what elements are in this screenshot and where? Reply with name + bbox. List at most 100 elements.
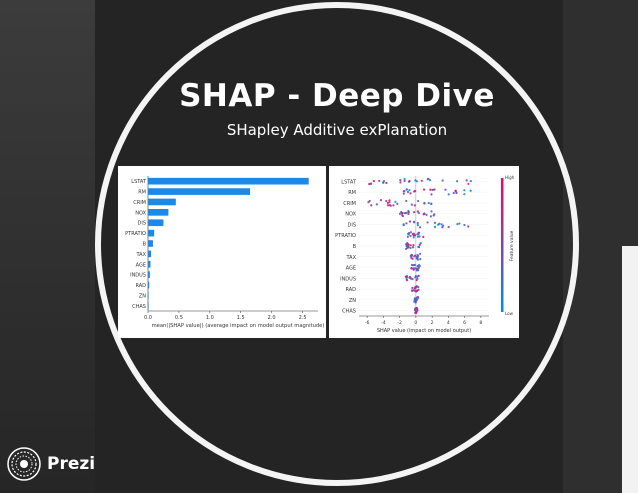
y-tick-label: RAD [135,283,146,289]
shap-point [442,225,444,227]
shap-point [403,224,405,226]
shap-point [414,190,416,192]
shap-point [405,222,407,224]
shap-point [406,188,408,190]
shap-point [414,179,416,181]
x-tick-label: 6 [463,320,466,326]
shap-point [417,236,419,238]
slide-title: SHAP - Deep Dive [95,78,579,114]
next-slide-preview[interactable] [622,246,638,493]
shap-point [382,182,384,184]
shap-point [411,258,413,260]
shap-point [448,226,450,228]
shap-point [430,215,432,217]
x-tick-label: 0.0 [144,315,152,321]
y-tick-label: TAX [135,252,146,258]
shap-point [416,269,418,271]
y-tick-label: ZN [139,293,146,299]
shap-point [430,193,432,195]
shap-point [408,211,410,213]
x-tick-label: 0 [414,320,417,326]
shap-point [416,278,418,280]
shap-point [408,233,410,235]
shap-point [414,286,416,288]
shap-point [409,192,411,194]
shap-point [416,256,418,258]
slide-subtitle: SHapley Additive exPlanation [95,121,579,139]
shap-summary-chart: LSTAT RM CRIM NOX DIS PTRATIO B TAX AGE INDUS RAD Z… [329,166,519,338]
x-tick-label: 0.5 [175,315,183,321]
y-tick-label: AGE [136,262,146,268]
shap-point [407,191,409,193]
shap-point [406,245,408,247]
x-tick-label: 2.5 [299,315,307,321]
x-tick-label: -4 [381,320,386,326]
prezi-branding[interactable]: Prezi [6,446,95,482]
shap-point [413,236,415,238]
bar-indus [148,271,150,278]
shap-point [405,200,407,202]
shap-point [370,204,372,206]
colorbar [501,178,504,312]
x-tick-label: 1.5 [237,315,245,321]
shap-point [426,221,428,223]
bar-tax [148,251,151,258]
y-tick-label: RM [348,190,356,196]
y-tick-label: NOX [135,210,146,216]
bar-lstat [148,178,309,185]
shap-point [417,200,419,202]
prezi-wordmark: Prezi [47,454,95,474]
x-axis-title: SHAP value (impact on model output) [377,328,471,334]
shap-point [401,212,403,214]
shap-point [417,289,419,291]
shap-point [423,213,425,215]
shap-point [378,180,380,182]
shap-point [413,221,415,223]
shap-point [385,182,387,184]
shap-point [410,244,412,246]
shap-point [380,199,382,201]
shap-point [413,234,415,236]
shap-point [407,213,409,215]
shap-point [442,179,444,181]
shap-point [399,181,401,183]
x-tick-label: 8 [479,320,482,326]
y-tick-label: CRIM [133,200,146,206]
y-tick-label: PTRATIO [125,231,146,237]
shap-point [392,204,394,206]
shap-point [415,310,417,312]
bar-dis [148,219,163,226]
shap-point [407,236,409,238]
bar-age [148,261,150,268]
shap-point [433,213,435,215]
y-tick-label: RM [138,190,146,196]
shap-point [399,179,401,181]
shap-point [418,264,420,266]
shap-point [387,204,389,206]
shap-point [434,222,436,224]
feature-importance-chart: LSTAT RM CRIM NOX DIS PTRATIO B TAX AGE INDUS RAD Z… [118,166,326,338]
shap-point [444,189,446,191]
shap-point [406,279,408,281]
shap-point [434,226,436,228]
prezi-logo-icon [6,446,42,482]
y-tick-label: ZN [349,298,356,304]
shap-point [388,199,390,201]
beeswarm-chart-svg: LSTAT RM CRIM NOX DIS PTRATIO B TAX AGE INDUS RAD Z… [329,166,519,338]
colorbar-high-label: High [505,175,515,180]
shap-point [467,225,469,227]
shap-point [373,180,375,182]
shap-point [417,233,419,235]
shap-point [418,212,420,214]
shap-point [370,183,372,185]
shap-point [405,212,407,214]
shap-point [369,200,371,202]
y-tick-label: AGE [346,266,356,272]
shap-point [403,178,405,180]
shap-point [421,180,423,182]
shap-point [456,180,458,182]
y-tick-label: LSTAT [341,179,357,185]
shap-point [415,312,417,314]
y-tick-label: NOX [345,212,356,218]
shap-point [409,235,411,237]
